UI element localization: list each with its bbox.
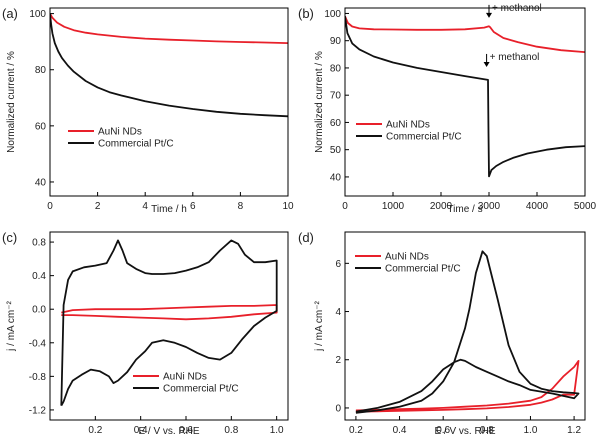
x-tick-label: 1.2 (567, 425, 581, 436)
legend-label: AuNi NDs (386, 120, 430, 131)
plot-frame (344, 7, 586, 197)
y-tick-label: 6 (335, 259, 341, 270)
y-tick-label: 100 (324, 9, 341, 20)
y-tick-label: 2 (335, 355, 341, 366)
x-tick-label: 0.8 (480, 425, 494, 436)
y-tick-label: 70 (330, 91, 342, 102)
x-tick-label: 1000 (382, 201, 405, 212)
annotation-arrowhead (486, 12, 492, 18)
x-tick-label: 2000 (430, 201, 453, 212)
y-tick-label: 40 (330, 172, 342, 183)
y-axis-label: Normalized current / % (314, 51, 325, 153)
chart-panel-a: (a) 0 2 4 6 8 10 40 60 80 100 Time / h Normalized cu… (2, 6, 294, 215)
y-tick-label: 80 (35, 65, 47, 76)
panel-letter: (d) (298, 230, 314, 245)
chart-panel-d: (d) 0.2 0.4 0.6 0.8 1.0 1.2 0 2 4 6 E / V vs. RHE j … (298, 230, 586, 437)
x-tick-label: 8 (238, 201, 244, 212)
x-tick-label: 0.4 (393, 425, 407, 436)
legend-label: AuNi NDs (98, 127, 142, 138)
x-tick-label: 1.0 (524, 425, 538, 436)
series-line-auni-nds (345, 15, 585, 53)
x-tick-label: 2 (95, 201, 101, 212)
chart-panel-b: (b) 0 1000 2000 3000 4000 5000 40 50 60 70 80 90 100 T… (298, 3, 597, 215)
series-line-auni-nds (50, 13, 288, 44)
plot-frame (344, 231, 586, 421)
legend-label: Commercial Pt/C (163, 384, 239, 395)
x-tick-label: 4000 (526, 201, 549, 212)
y-tick-label: 60 (35, 121, 47, 132)
x-axis-label: E / V vs. RHE (434, 426, 495, 437)
x-tick-label: 4 (142, 201, 148, 212)
series-line-commercial-pt-c (50, 13, 288, 118)
legend-label: AuNi NDs (163, 372, 207, 383)
series-line-auni-nds (355, 359, 580, 413)
plot-frame (49, 231, 289, 421)
x-axis-label: Time / h (151, 204, 187, 215)
series-line-auni-nds (61, 304, 278, 321)
x-tick-label: 3000 (478, 201, 501, 212)
panel-letter: (b) (298, 6, 314, 21)
y-tick-label: 100 (29, 9, 46, 20)
y-tick-label: 0 (335, 403, 341, 414)
y-tick-label: 0.4 (32, 271, 46, 282)
y-axis-label: Normalized current / % (6, 51, 17, 153)
annotation-label: + methanol (490, 52, 540, 63)
y-tick-label: 50 (330, 145, 342, 156)
y-tick-label: -0.8 (29, 372, 47, 383)
x-tick-label: 0.8 (224, 425, 238, 436)
x-axis-label: E / V vs. RHE (138, 426, 199, 437)
x-tick-label: 0.6 (179, 425, 193, 436)
annotation-arrowhead (483, 61, 490, 67)
x-tick-label: 0 (342, 201, 348, 212)
y-tick-label: 90 (330, 36, 342, 47)
x-tick-label: 0.6 (436, 425, 450, 436)
y-tick-label: 0.8 (32, 238, 46, 249)
plot-frame (49, 7, 289, 197)
panel-letter: (c) (2, 230, 17, 245)
x-tick-label: 5000 (574, 201, 597, 212)
series-line-commercial-pt-c (355, 250, 580, 414)
x-tick-label: 6 (190, 201, 196, 212)
x-tick-label: 10 (282, 201, 294, 212)
y-axis-label: j / mA cm⁻² (6, 300, 17, 351)
y-axis-label: j / mA cm⁻² (314, 300, 325, 351)
series-line-commercial-pt-c (60, 239, 278, 407)
chart-panel-c: (c) 0.2 0.4 0.6 0.8 1.0 -1.2 -0.8 -0.4 0.0 0.4 0.8 E… (2, 230, 289, 437)
legend-label: Commercial Pt/C (385, 264, 461, 275)
legend-label: AuNi NDs (385, 252, 429, 263)
legend-label: Commercial Pt/C (98, 139, 174, 150)
legend-label: Commercial Pt/C (386, 132, 462, 143)
y-tick-label: 60 (330, 118, 342, 129)
x-tick-label: 1.0 (270, 425, 284, 436)
y-tick-label: -0.4 (29, 338, 47, 349)
y-tick-label: -1.2 (29, 405, 47, 416)
series-line-commercial-pt-c (345, 16, 585, 178)
x-tick-label: 0.4 (134, 425, 148, 436)
y-tick-label: 40 (35, 177, 47, 188)
panel-letter: (a) (2, 6, 18, 21)
y-tick-label: 80 (330, 63, 342, 74)
x-axis-label: Time / s (447, 204, 482, 215)
y-tick-label: 0.0 (32, 305, 46, 316)
x-tick-label: 0 (47, 201, 53, 212)
y-tick-label: 4 (335, 307, 341, 318)
annotation-label: + methanol (492, 3, 542, 14)
x-tick-label: 0.2 (88, 425, 102, 436)
x-tick-label: 0.2 (349, 425, 363, 436)
